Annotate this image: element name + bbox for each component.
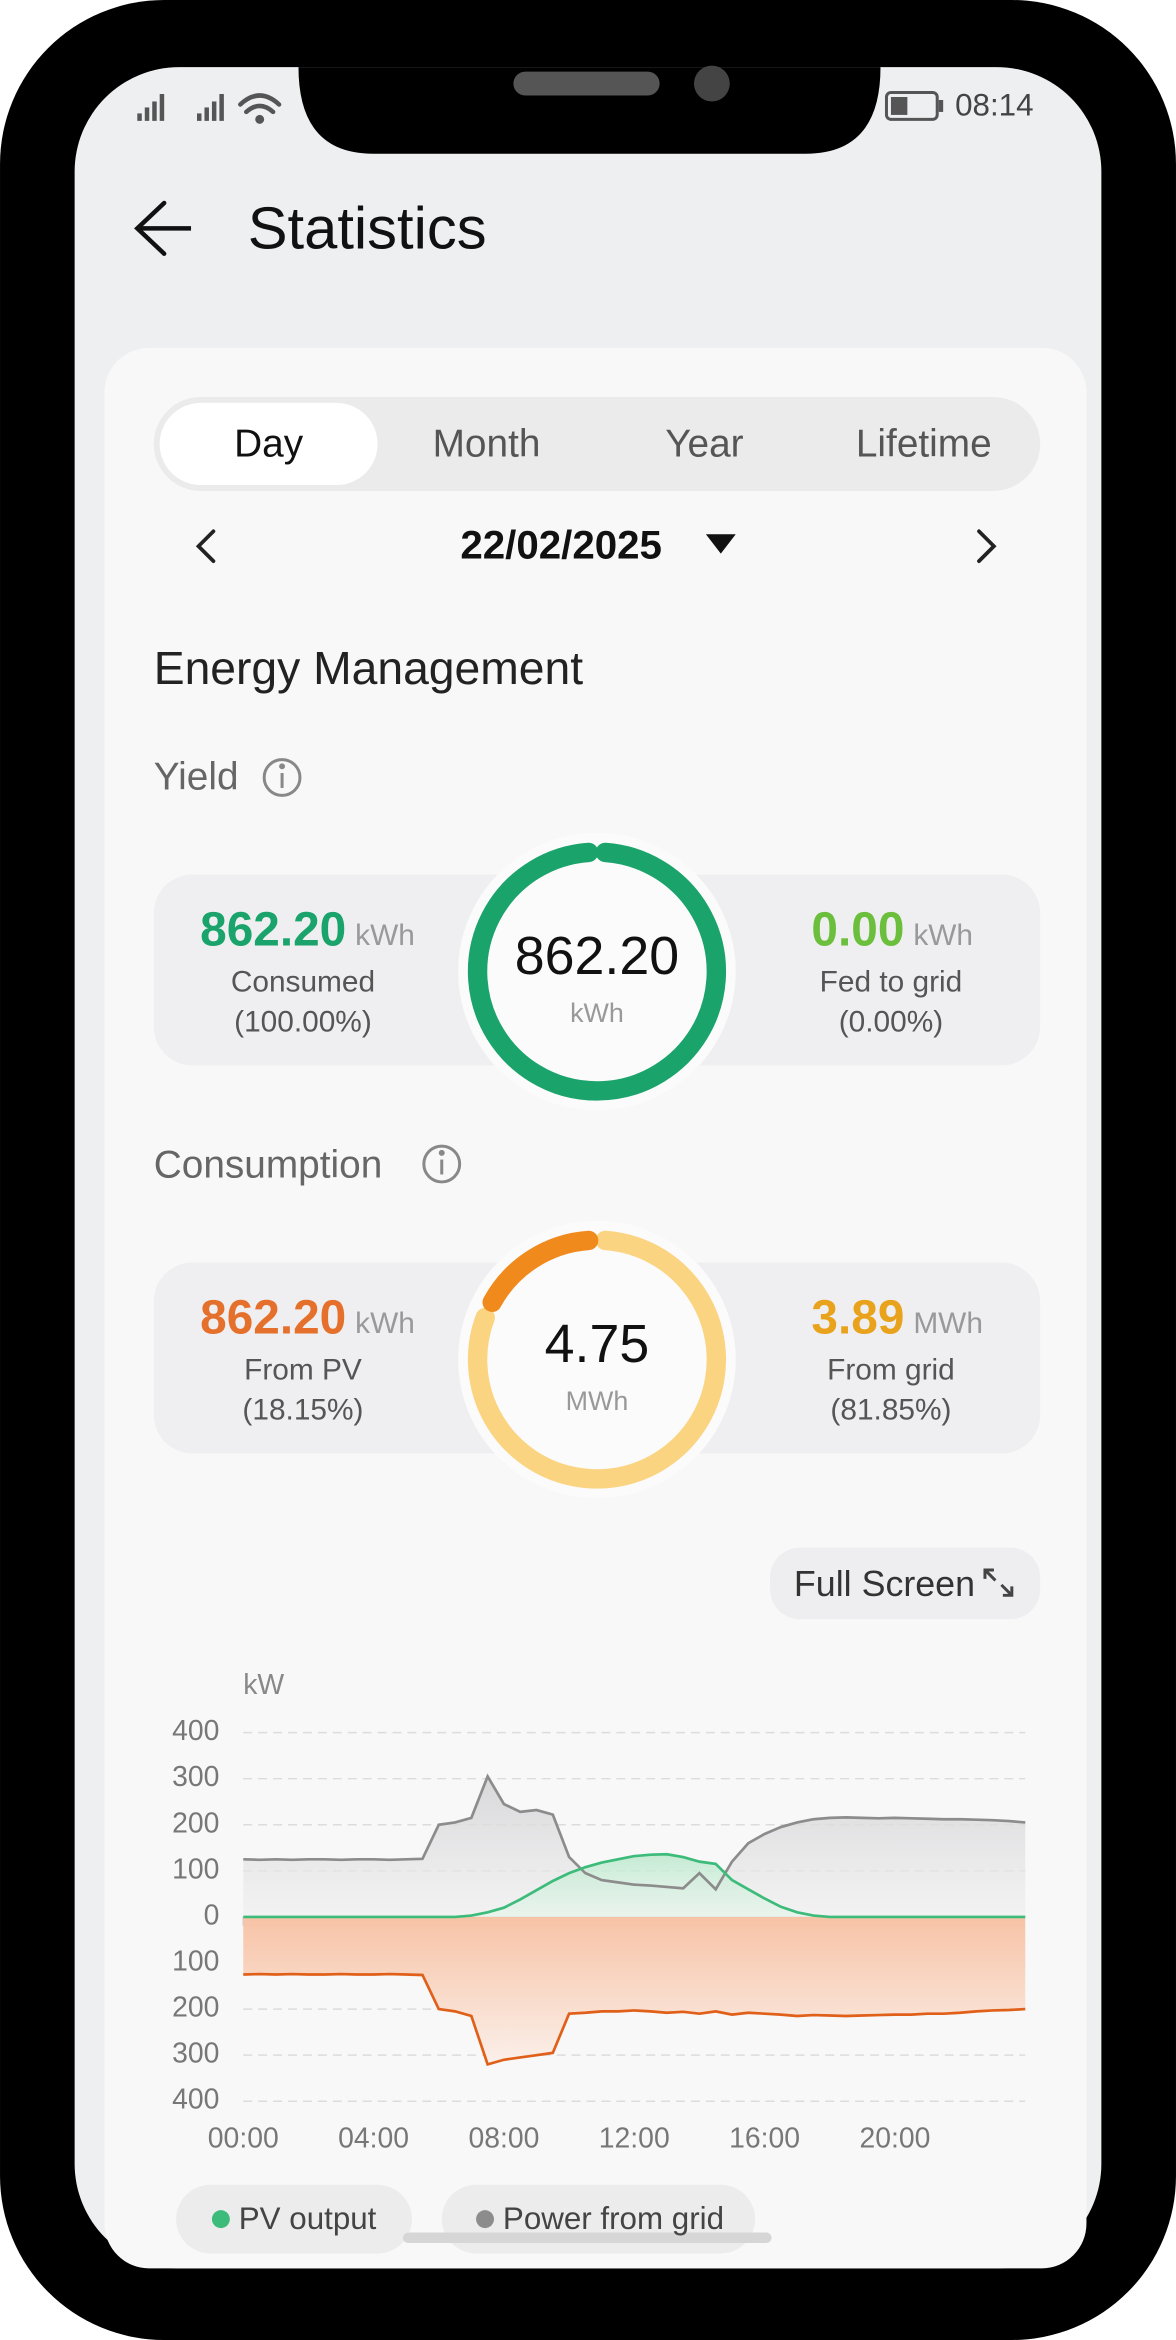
y-axis-unit: kW	[243, 1669, 284, 1701]
date-dropdown[interactable]	[705, 534, 736, 554]
full-screen-button[interactable]	[770, 1547, 1041, 1620]
ring-unit: MWh	[566, 1386, 629, 1416]
next-date[interactable]	[977, 529, 997, 563]
tab[interactable]: Year	[665, 422, 743, 465]
unit: MWh	[913, 1307, 983, 1340]
tab[interactable]: Day	[234, 422, 304, 465]
unit: kWh	[913, 919, 973, 952]
percent: (81.85%)	[830, 1394, 951, 1427]
ring-segment	[482, 1230, 599, 1312]
label: From grid	[827, 1353, 955, 1386]
series-line	[243, 1972, 1026, 2067]
yield-ring-bg	[458, 832, 736, 1111]
series-line	[243, 1773, 1026, 1892]
legend-label[interactable]: Power from grid	[503, 2201, 724, 2236]
home-indicator	[402, 2232, 772, 2243]
label: Fed to grid	[820, 965, 963, 998]
label: Consumed	[231, 965, 375, 998]
ring-unit: kWh	[570, 998, 624, 1028]
yield-info-icon[interactable]	[262, 758, 302, 797]
tab-selected-bg	[159, 402, 378, 486]
status-time: 08:14	[955, 88, 1033, 123]
date: 22/02/2025	[460, 522, 662, 567]
tab-bar	[153, 396, 1041, 491]
unit: kWh	[355, 919, 415, 952]
wifi-icon	[238, 93, 282, 124]
unit: kWh	[355, 1307, 415, 1340]
x-tick-label: 04:00	[338, 2123, 409, 2155]
ring-total: 862.20	[515, 926, 679, 986]
tab[interactable]: Month	[433, 422, 541, 465]
percent: (0.00%)	[839, 1006, 943, 1039]
battery-icon	[884, 91, 944, 121]
consumption-ring-bg	[458, 1220, 736, 1499]
y-tick-label: 200	[172, 1992, 219, 2024]
x-tick-label: 00:00	[208, 2123, 279, 2155]
back-arrow-head[interactable]	[134, 200, 167, 256]
y-tick-label: 400	[172, 1715, 219, 1747]
value: 862.20	[200, 1291, 346, 1344]
legend-label[interactable]: PV output	[239, 2201, 377, 2236]
ring-segment	[467, 1230, 727, 1489]
label: From PV	[244, 1353, 362, 1386]
value: 862.20	[200, 903, 346, 956]
legend-swatch[interactable]	[211, 2210, 230, 2229]
speaker	[513, 71, 660, 96]
legend-pill[interactable]	[176, 2184, 412, 2254]
camera	[693, 65, 730, 102]
chart: kW 400 300 200 100 0 100 200 300 400 00:00 04:00 08:…	[172, 1669, 1026, 2155]
full-screen-icon[interactable]	[983, 1568, 1014, 1597]
ring-segment	[467, 842, 727, 1101]
y-tick-label: 300	[172, 2038, 219, 2070]
notch	[298, 67, 881, 154]
prev-date[interactable]	[195, 529, 216, 563]
ring-total: 4.75	[545, 1314, 650, 1374]
y-tick-label: 400	[172, 2084, 219, 2116]
percent: (100.00%)	[234, 1006, 372, 1039]
legend-swatch[interactable]	[476, 2210, 494, 2229]
panel-label: Yield	[154, 755, 239, 798]
x-tick-label: 12:00	[599, 2123, 670, 2155]
y-tick-label: 300	[172, 1761, 219, 1793]
percent: (18.15%)	[242, 1394, 363, 1427]
x-tick-label: 16:00	[729, 2123, 800, 2155]
page-title: Statistics	[248, 195, 487, 262]
full-screen-label[interactable]: Full Screen	[794, 1564, 975, 1604]
ui: 08:14 Statistics Day Month Year Lifetime 22/02…	[154, 88, 1034, 2236]
value: 0.00	[811, 903, 904, 956]
y-tick-label: 200	[172, 1807, 219, 1839]
signal-icons	[137, 94, 224, 121]
consumption-info-icon[interactable]	[422, 1144, 462, 1184]
y-tick-label: 0	[204, 1899, 220, 1931]
tab[interactable]: Lifetime	[856, 422, 992, 465]
y-tick-label: 100	[172, 1853, 219, 1885]
series-area	[243, 1916, 1026, 2065]
series-line	[243, 1852, 1026, 1919]
x-tick-label: 20:00	[859, 2123, 930, 2155]
y-tick-label: 100	[172, 1945, 219, 1977]
section-title: Energy Management	[154, 642, 583, 694]
panel-label: Consumption	[154, 1143, 383, 1186]
x-tick-label: 08:00	[468, 2123, 539, 2155]
series-area	[243, 1776, 1026, 1917]
value: 3.89	[811, 1291, 904, 1344]
